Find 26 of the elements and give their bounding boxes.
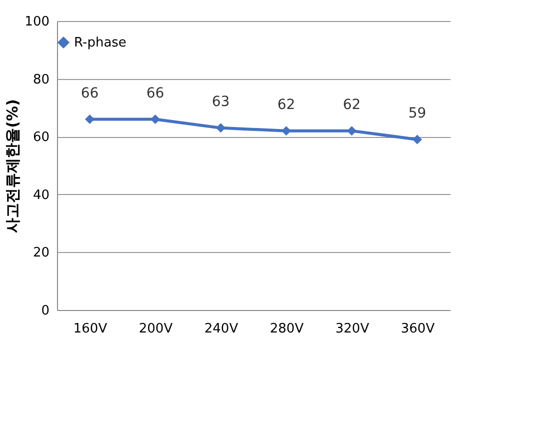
point [347,126,356,136]
x-tick-label: 200V [138,322,173,336]
y-tick-label: 20 [32,246,50,261]
y-tick-label: 60 [32,130,50,146]
x-tick-label: 280V [270,322,304,336]
y-tick-label: 100 [24,14,50,30]
data-label: 66 [146,85,164,102]
data-label: 66 [80,85,99,102]
y-tick-label: 80 [32,72,50,88]
x-tick-label: 360V [400,322,435,336]
point [216,123,226,133]
data-label: 63 [212,94,230,110]
point [412,134,422,144]
data-label: 62 [342,96,361,113]
data-label: 62 [277,96,296,113]
point [85,114,94,124]
y-axis-title: 사고전류제한율(%) [4,99,22,233]
x-tick-label: 160V [73,322,108,336]
legend-label: R-phase [74,36,126,50]
x-tick-label: 240V [204,322,238,336]
x-tick-label: 320V [335,322,370,336]
y-tick-label: 0 [41,304,50,318]
data-label: 59 [408,105,426,122]
point [282,126,291,136]
y-tick-label: 40 [32,188,50,203]
point [150,114,160,124]
